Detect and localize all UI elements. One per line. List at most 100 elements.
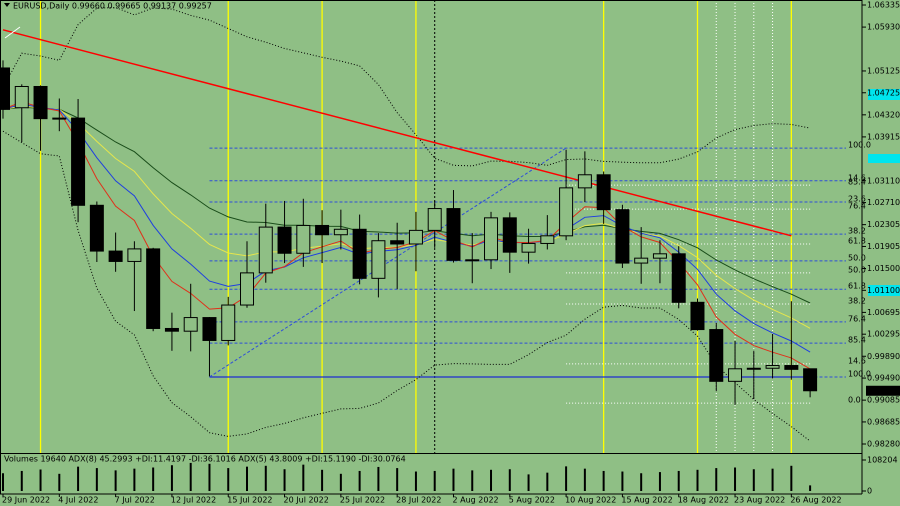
price-label: 0.99257 (867, 386, 900, 395)
candle-body (728, 368, 743, 382)
candle-body (164, 327, 179, 332)
candle-body (146, 248, 161, 329)
volume-tick-label: 108204 (867, 456, 898, 465)
candle-body (71, 117, 86, 206)
candle-body (408, 229, 423, 245)
y-tick-label: 0.98280 (867, 440, 900, 449)
y-tick-label: 1.04320 (867, 110, 900, 119)
x-tick-label: 25 Jul 2022 (340, 496, 385, 505)
candle-body (333, 228, 348, 236)
bollinger-upper (2, 6, 811, 167)
candle-body (671, 253, 686, 303)
candle-body (465, 259, 480, 262)
candle-body (709, 329, 724, 382)
x-tick-label: 29 Jun 2022 (2, 496, 50, 505)
price-label-box (866, 385, 900, 396)
chart-title: EURUSD,Daily 0.99660 0.99665 0.99137 0.9… (13, 2, 212, 11)
candle-body (296, 224, 311, 254)
x-tick-label: 15 Aug 2022 (621, 496, 672, 505)
fib-label: 14.6 (848, 356, 866, 365)
fib-label: 76.4 (848, 202, 866, 211)
candle-body (446, 208, 461, 261)
fib-label: 50.0 (848, 265, 866, 274)
candle-body (615, 209, 630, 264)
fib-diagonal (209, 147, 567, 378)
x-tick-label: 18 Aug 2022 (678, 496, 729, 505)
cursor-line (4, 26, 21, 39)
x-tick-label: 7 Jul 2022 (115, 496, 155, 505)
y-tick-label: 0.99490 (867, 374, 900, 383)
x-tick-label: 5 Aug 2022 (509, 496, 555, 505)
fib-label: 85.4 (848, 336, 866, 345)
y-tick-label: 1.06335 (867, 1, 900, 10)
y-tick-label: 1.02710 (867, 198, 900, 207)
symbol-icon (4, 3, 10, 7)
candle-body (127, 248, 142, 262)
candle-body (390, 240, 405, 245)
y-tick-label: 1.03110 (867, 176, 900, 185)
candle-body (183, 317, 198, 332)
candle-body (89, 204, 104, 252)
candle-body (521, 242, 536, 253)
bollinger-lower (2, 130, 811, 442)
x-tick-label: 20 Jul 2022 (284, 496, 329, 505)
candle-body (258, 226, 273, 274)
candle-body (202, 317, 217, 341)
candle-body (784, 365, 799, 370)
volume-title: Volumes 19640 ADX(8) 45.2993 +DI:11.4197… (4, 455, 406, 464)
candle-body (108, 250, 123, 262)
candle-body (277, 226, 292, 254)
x-tick-label: 28 Jul 2022 (396, 496, 441, 505)
candle-body (0, 67, 10, 110)
y-tick-label: 1.01500 (867, 264, 900, 273)
x-tick-label: 15 Jul 2022 (227, 496, 272, 505)
x-tick-label: 10 Aug 2022 (565, 496, 616, 505)
candle-body (803, 368, 818, 392)
volume-tick-label: 0 (867, 487, 872, 496)
x-tick-label: 12 Jul 2022 (171, 496, 216, 505)
candle-body (371, 240, 386, 279)
candle-body (14, 85, 29, 109)
moving-average (2, 105, 811, 329)
x-tick-label: 4 Jul 2022 (58, 496, 98, 505)
candle-body (652, 253, 667, 259)
fib-label: 61.8 (848, 282, 866, 291)
fib-label: 0.0 (848, 396, 861, 405)
price-highlight (868, 89, 900, 100)
x-tick-label: 26 Aug 2022 (790, 496, 841, 505)
candle-body (427, 208, 442, 231)
candle-body (577, 174, 592, 189)
y-tick-label: 1.03915 (867, 132, 900, 141)
candle-body (746, 367, 761, 370)
fib-label: 76.4 (848, 314, 866, 323)
moving-average (2, 106, 811, 304)
x-tick-label: 2 Aug 2022 (452, 496, 498, 505)
fib-label: 38.2 (848, 227, 866, 236)
candle-body (484, 217, 499, 261)
trend-line (2, 29, 792, 237)
candle-body (559, 187, 574, 237)
candle-body (221, 304, 236, 341)
fib-label: 38.2 (848, 296, 866, 305)
moving-average (2, 103, 811, 353)
fib-label: 85.4 (848, 178, 866, 187)
candle-body (634, 257, 649, 264)
candle-body (502, 217, 517, 253)
candle-body (596, 174, 611, 211)
fib-label: 61.8 (848, 236, 866, 245)
y-tick-label: 1.02305 (867, 220, 900, 229)
price-highlight (868, 154, 900, 163)
y-tick-label: 1.00695 (867, 308, 900, 317)
y-tick-label: 0.98685 (867, 417, 900, 426)
candle-body (52, 117, 67, 120)
candle-body (352, 228, 367, 279)
y-tick-label: 1.05930 (867, 23, 900, 32)
y-tick-label: 0.99085 (867, 396, 900, 405)
x-tick-label: 23 Aug 2022 (734, 496, 785, 505)
price-highlight (868, 285, 900, 296)
y-tick-label: 0.99890 (867, 352, 900, 361)
fib-label: 50.0 (848, 253, 866, 262)
candle-body (690, 301, 705, 331)
main-layer (0, 6, 818, 442)
